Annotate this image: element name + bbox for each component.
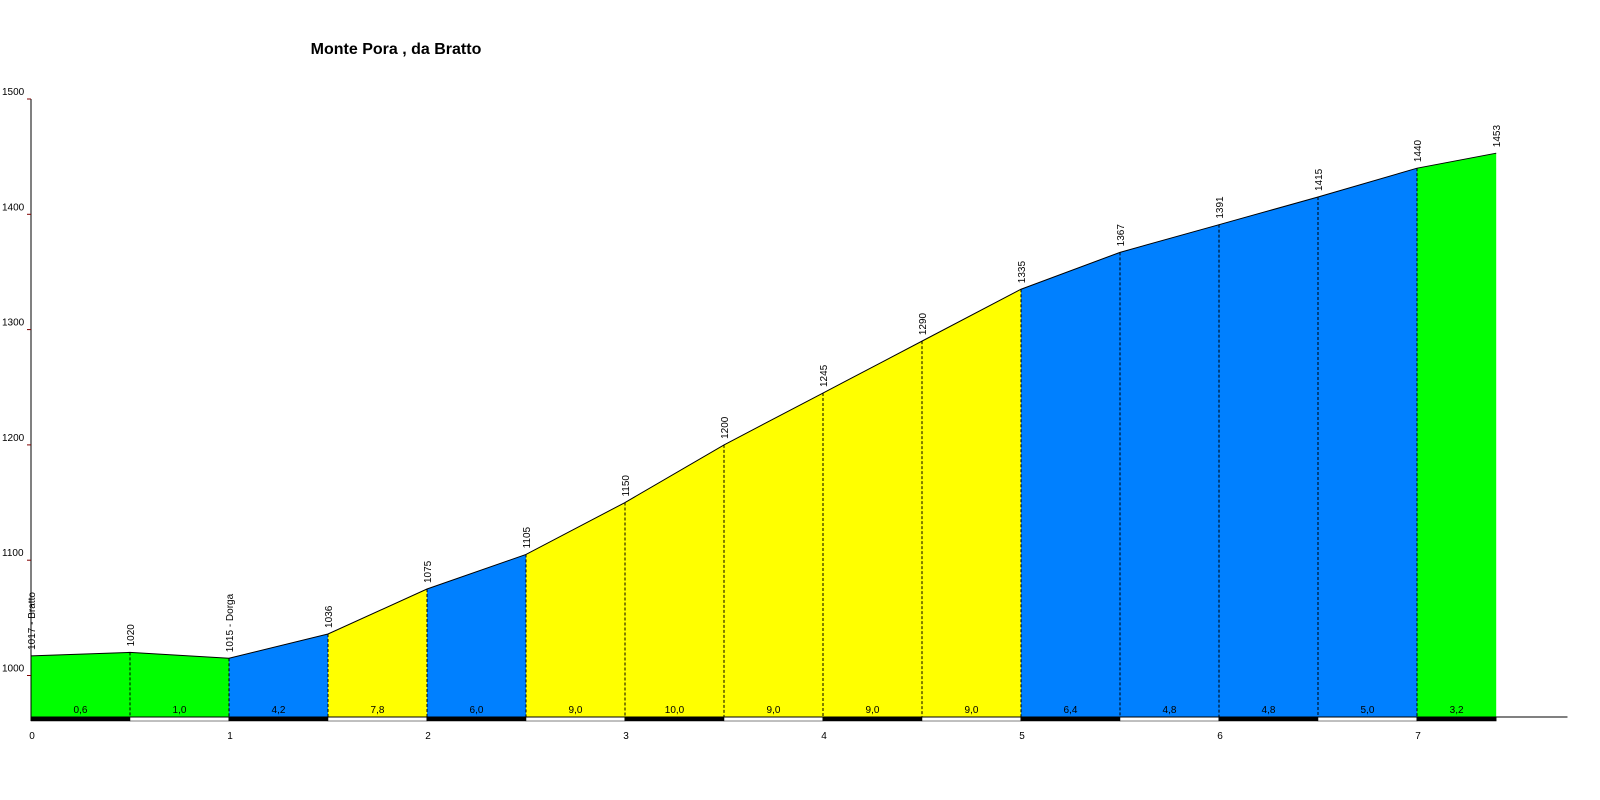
segment-area (1219, 197, 1318, 718)
segment-area (526, 502, 625, 717)
point-label: 1290 (918, 312, 929, 335)
segment-area (1021, 252, 1120, 717)
point-label: 1075 (423, 560, 434, 583)
x-tick-label: 6 (1217, 731, 1223, 742)
point-label: 1453 (1492, 125, 1503, 148)
profile-line (30, 152, 1497, 659)
y-tick-label: 1100 (2, 548, 24, 559)
y-tick-label: 1300 (2, 318, 25, 329)
x-tick-label: 0 (29, 731, 35, 742)
gradient-label: 4,2 (272, 705, 286, 716)
segment-area (625, 444, 724, 717)
x-tick-label: 4 (821, 731, 827, 742)
segment-area (1120, 224, 1219, 718)
point-label: 1415 (1314, 168, 1325, 191)
point-label: 1105 (522, 526, 533, 548)
gradient-label: 4,8 (1163, 705, 1177, 716)
y-tick-label: 1400 (2, 202, 25, 213)
distance-bar (327, 716, 428, 722)
segment-area (427, 554, 526, 717)
distance-bar (1020, 716, 1121, 722)
segment-area (328, 589, 427, 717)
gradient-label: 6,4 (1064, 705, 1078, 716)
segment-area (922, 289, 1021, 717)
gradient-label: 9,0 (866, 705, 880, 716)
point-label: 1150 (621, 475, 632, 497)
gradient-label: 9,0 (569, 705, 583, 716)
gradient-label: 0,6 (74, 705, 88, 716)
distance-bar (30, 716, 131, 722)
gradient-label: 5,0 (1361, 705, 1375, 716)
y-tick-label: 1200 (2, 433, 25, 444)
point-label: 1036 (324, 605, 335, 628)
point-label: 1245 (819, 364, 830, 387)
point-label: 1367 (1116, 224, 1127, 247)
gradient-label: 1,0 (173, 705, 187, 716)
point-label: 1017 - Bratto (27, 592, 38, 650)
distance-bar (525, 716, 626, 722)
distance-bar (1218, 716, 1319, 722)
chart-title: Monte Pora , da Bratto (311, 41, 482, 58)
y-tick-label: 1500 (2, 87, 25, 98)
distance-bar (1317, 716, 1418, 722)
segment-area (724, 393, 823, 717)
gradient-label: 9,0 (767, 705, 781, 716)
point-label: 1391 (1215, 196, 1226, 219)
distance-bar (426, 716, 527, 722)
gradient-label: 4,8 (1262, 705, 1276, 716)
x-tick-label: 5 (1019, 731, 1025, 742)
segment-area (31, 652, 130, 717)
distance-bar (624, 716, 725, 722)
segment-area (229, 633, 328, 717)
distance-bar (228, 716, 329, 722)
point-label: 1020 (126, 624, 137, 647)
distance-bar (1119, 716, 1220, 722)
segment-area (130, 652, 229, 717)
gradient-label: 10,0 (665, 705, 685, 716)
gradient-label: 7,8 (371, 705, 385, 716)
gradient-label: 9,0 (965, 705, 979, 716)
distance-bar (822, 716, 923, 722)
x-tick-label: 7 (1415, 731, 1421, 742)
point-label: 1015 - Dorga (225, 593, 236, 652)
x-tick-label: 3 (623, 731, 629, 742)
distance-bar (921, 716, 1022, 722)
x-tick-label: 2 (425, 731, 431, 742)
x-tick-label: 1 (227, 731, 233, 742)
distance-bar (129, 716, 230, 722)
y-tick-label: 1000 (2, 663, 25, 674)
point-label: 1335 (1017, 261, 1028, 284)
gradient-label: 3,2 (1450, 705, 1464, 716)
segment-area (1318, 168, 1417, 718)
segment-area (823, 341, 922, 717)
point-label: 1200 (720, 416, 731, 439)
distance-bar (723, 716, 824, 722)
distance-bar (1416, 716, 1497, 722)
point-label: 1440 (1413, 139, 1424, 162)
gradient-label: 6,0 (470, 705, 484, 716)
segment-area (1417, 153, 1497, 717)
